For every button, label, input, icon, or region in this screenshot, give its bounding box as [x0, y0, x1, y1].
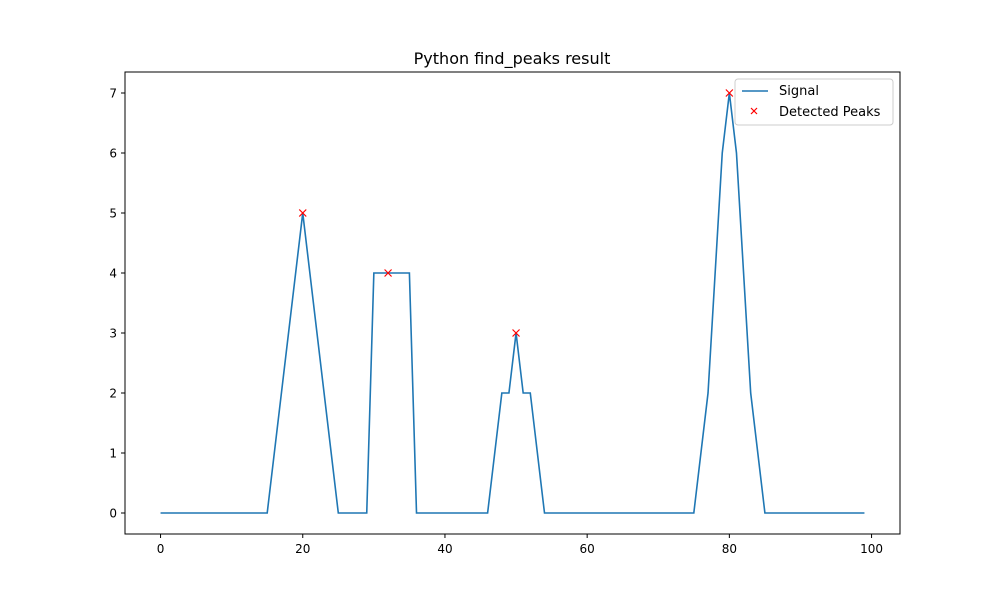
y-tick-label: 4 — [109, 267, 117, 281]
peak-marker — [298, 209, 307, 217]
y-tick-label: 7 — [109, 87, 117, 101]
y-tick-label: 1 — [109, 447, 117, 461]
peak-marker — [512, 329, 520, 337]
peak-marker — [384, 269, 392, 277]
x-tick-label: 60 — [580, 542, 595, 556]
axes-frame — [124, 71, 901, 535]
legend-box — [734, 78, 894, 126]
legend-peaks-swatch — [750, 107, 758, 115]
x-tick-label: 40 — [437, 542, 452, 556]
legend-peaks-label: Detected Peaks — [779, 105, 881, 120]
plot-area: 0 20 40 60 80 100 0 1 2 3 4 5 6 7 — [109, 87, 883, 557]
legend-signal-label: Signal — [779, 84, 819, 99]
y-tick-label: 2 — [109, 387, 117, 401]
y-tick-label: 0 — [109, 507, 117, 521]
x-tick-label: 0 — [157, 542, 165, 556]
legend: Signal Detected Peaks — [734, 78, 894, 126]
chart-title: Python find_peaks result — [414, 49, 611, 69]
y-tick-label: 5 — [109, 207, 117, 221]
y-tick-label: 3 — [109, 327, 117, 341]
y-tick-label: 6 — [109, 147, 117, 161]
x-tick-label: 100 — [860, 542, 883, 556]
x-tick-label: 80 — [722, 542, 737, 556]
x-tick-label: 20 — [295, 542, 310, 556]
peak-marker — [725, 89, 734, 97]
